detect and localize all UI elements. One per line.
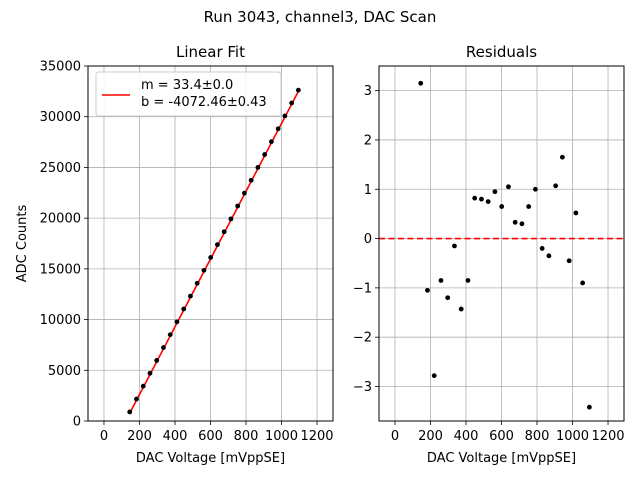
resid-ytick-label: 3	[364, 84, 372, 99]
fit-legend: m = 33.4±0.0 b = -4072.46±0.43	[95, 71, 282, 117]
fit-title: Linear Fit	[176, 43, 245, 61]
fit-data-point	[242, 190, 247, 196]
resid-data-point	[586, 404, 592, 410]
fit-data-point	[194, 280, 200, 286]
fit-data-point	[134, 396, 139, 402]
resid-data-point	[512, 219, 518, 225]
fit-data-point	[140, 383, 146, 389]
fit-data-point	[235, 203, 241, 209]
resid-data-point	[425, 287, 430, 293]
resid-xlabel: DAC Voltage [mVppSE]	[427, 451, 576, 466]
resid-data-point	[445, 295, 451, 301]
fit-xtick-label: 600	[198, 429, 223, 444]
fit-data-point	[127, 409, 133, 415]
resid-data-point	[472, 195, 478, 201]
legend-label: m = 33.4±0.0	[141, 78, 233, 93]
resid-data-point	[431, 373, 437, 379]
legend-label: b = -4072.46±0.43	[141, 95, 267, 110]
fit-ytick-label: 35000	[40, 60, 81, 75]
resid-xtick-label: 1000	[556, 429, 589, 444]
fit-data-point	[228, 216, 234, 222]
resid-ytick-label: 2	[364, 133, 372, 148]
resid-data-point	[566, 258, 572, 264]
resid-ytick-label: 0	[364, 232, 372, 247]
fit-data-point	[268, 139, 274, 145]
fit-data-point	[275, 126, 281, 132]
resid-xtick-label: 400	[454, 429, 479, 444]
resid-data-point	[539, 246, 545, 251]
fit-data-point	[262, 152, 268, 157]
fit-xtick-label: 800	[234, 429, 259, 444]
fit-data-point	[201, 267, 207, 273]
fit-ytick-label: 25000	[40, 161, 81, 176]
resid-xtick-label: 200	[418, 429, 443, 444]
fit-data-point	[215, 242, 220, 248]
resid-data-point	[458, 306, 464, 312]
fit-data-point	[174, 319, 180, 325]
fit-ytick-label: 10000	[40, 313, 81, 328]
fit-data-point	[147, 370, 153, 376]
resid-data-point	[492, 189, 498, 195]
fit-line	[129, 90, 300, 414]
resid-data-point	[553, 183, 559, 189]
resid-data-point	[559, 154, 565, 160]
resid-xtick-label: 1200	[591, 429, 624, 444]
resid-xtick-label: 800	[525, 429, 550, 444]
fit-ytick-label: 0	[73, 415, 81, 430]
fit-ytick-label: 20000	[40, 212, 81, 227]
linear-fit-panel: 0 200 400 600 800 1000 1200 0 5000 10000 15000 2000…	[15, 43, 334, 466]
fit-data-point	[188, 293, 193, 299]
resid-ytick-label: −2	[353, 331, 372, 346]
resid-data-point	[526, 204, 532, 209]
fit-ylabel: ADC Counts	[15, 205, 30, 283]
fit-xlabel: DAC Voltage [mVppSE]	[136, 451, 285, 466]
resid-data-point	[580, 280, 586, 286]
resid-data-point	[506, 184, 511, 190]
fit-data-point	[154, 358, 160, 363]
resid-ytick-label: −1	[353, 281, 372, 296]
fit-data-point	[295, 87, 301, 93]
fit-xtick-label: 0	[100, 429, 108, 444]
legend-box	[95, 71, 282, 117]
resid-ytick-label: 1	[364, 183, 372, 198]
fit-ytick-label: 15000	[40, 262, 81, 277]
resid-title: Residuals	[466, 43, 537, 61]
resid-data-point	[499, 204, 505, 209]
resid-xtick-label: 0	[391, 429, 399, 444]
fit-data-point	[248, 177, 254, 183]
resid-data-point	[546, 253, 552, 259]
resid-data-point	[418, 80, 424, 86]
resid-data-point	[465, 278, 471, 283]
fit-xtick-label: 400	[163, 429, 188, 444]
fit-data-point	[161, 345, 166, 350]
fit-xtick-label: 1000	[265, 429, 298, 444]
fit-data-point	[255, 164, 261, 170]
resid-data-point	[485, 199, 491, 204]
resid-data-point	[438, 278, 444, 283]
resid-xtick-label: 600	[489, 429, 514, 444]
fit-xtick-label: 200	[127, 429, 152, 444]
fit-data-point	[167, 332, 173, 338]
fit-ytick-label: 30000	[40, 110, 81, 125]
resid-data-point	[479, 196, 484, 202]
fit-data-point	[181, 306, 187, 312]
fit-data-point	[208, 255, 214, 260]
resid-data-point	[573, 210, 579, 216]
fit-data-point	[221, 229, 227, 235]
fit-xtick-label: 1200	[300, 429, 333, 444]
fit-ytick-label: 5000	[48, 364, 81, 379]
fit-data-point	[289, 100, 295, 106]
residuals-panel: 0 200 400 600 800 1000 1200 −3 −2 −1 0 1 2 3 Residuals…	[353, 43, 625, 466]
figure-suptitle: Run 3043, channel3, DAC Scan	[204, 8, 437, 26]
resid-data-point	[452, 243, 457, 249]
resid-data-point	[519, 221, 525, 227]
resid-ytick-label: −3	[353, 380, 372, 395]
fit-data-point	[282, 113, 288, 119]
resid-data-point	[533, 186, 538, 192]
